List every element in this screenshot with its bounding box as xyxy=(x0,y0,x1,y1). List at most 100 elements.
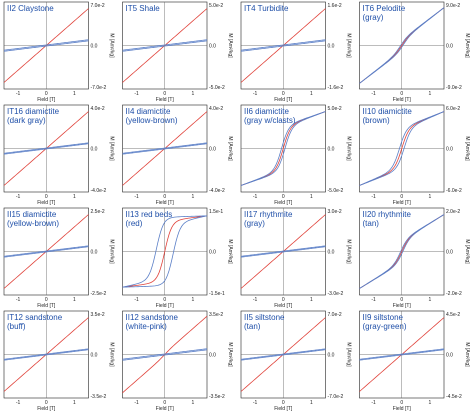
y-tick-max: 1.5e-1 xyxy=(209,209,223,215)
loop-lower-branch xyxy=(359,349,445,361)
initial-curve xyxy=(240,317,326,392)
loop-lower-branch xyxy=(359,214,445,289)
x-tick-label: 0 xyxy=(282,297,285,303)
x-tick-label: -1 xyxy=(16,194,21,200)
y-axis-title: M [Am²/kg] xyxy=(464,239,470,264)
y-axis-title: M [Am²/kg] xyxy=(464,342,470,367)
loop-lower-branch xyxy=(122,143,208,155)
panel-title: (yellow-brown) xyxy=(7,219,59,228)
y-tick-min: -4.0e-2 xyxy=(91,188,107,194)
panel-title: IT16 diamictite xyxy=(7,107,60,116)
initial-curve xyxy=(122,215,208,288)
loop-upper-branch xyxy=(240,245,326,257)
loop-upper-branch xyxy=(122,348,208,360)
y-axis-title: M [Am²/kg] xyxy=(464,33,470,58)
x-tick-label: 0 xyxy=(45,91,48,97)
y-tick-zero: 0.0 xyxy=(328,147,335,153)
x-tick-label: 0 xyxy=(282,91,285,97)
panel: IT4 Turbidite 1.6e-2 0.0 -1.6e-2 M [Am²/kg] -… xyxy=(240,1,352,103)
loop-upper-branch xyxy=(3,245,89,257)
x-tick-label: -1 xyxy=(16,91,21,97)
panel-title: II13 red beds xyxy=(126,210,173,219)
loop-upper-branch xyxy=(240,111,326,186)
panel-title: (tan) xyxy=(244,322,261,331)
panel: II5 siltstone(tan) 7.0e-2 0.0 -7.0e-2 M [Am²… xyxy=(240,310,352,412)
x-axis-title: Field [T] xyxy=(37,200,56,206)
x-axis-title: Field [T] xyxy=(37,406,56,412)
loop-lower-branch xyxy=(359,7,445,84)
x-tick-label: -1 xyxy=(134,194,139,200)
y-tick-zero: 0.0 xyxy=(209,353,216,359)
panel: II6 diamictite(gray w/clasts) 5.0e-2 0.0 -5… xyxy=(240,104,352,206)
panel-title: (red) xyxy=(126,219,143,228)
x-tick-label: 1 xyxy=(310,400,313,406)
y-axis-title: M [Am²/kg] xyxy=(227,239,233,264)
y-tick-zero: 0.0 xyxy=(328,353,335,359)
x-tick-label: 1 xyxy=(192,400,195,406)
loop-upper-branch xyxy=(359,348,445,360)
x-tick-label: -1 xyxy=(253,297,258,303)
y-tick-max: 7.0e-2 xyxy=(328,312,342,318)
y-tick-min: -2.0e-2 xyxy=(446,291,462,297)
panel-title: (brown) xyxy=(363,116,390,125)
y-tick-zero: 0.0 xyxy=(209,147,216,153)
loop-upper-branch xyxy=(122,215,208,288)
panel-title: (tan) xyxy=(363,219,380,228)
y-tick-zero: 0.0 xyxy=(91,353,98,359)
y-tick-max: 9.0e-2 xyxy=(446,3,460,9)
x-tick-label: 0 xyxy=(400,297,403,303)
y-tick-min: -3.0e-2 xyxy=(328,291,344,297)
panel: IT5 Shale 5.0e-2 0.0 -5.0e-2 M [Am²/kg] -1 0 1 F… xyxy=(122,1,233,103)
x-axis-title: Field [T] xyxy=(156,97,175,103)
panel-title: (gray-green) xyxy=(363,322,407,331)
x-tick-label: 0 xyxy=(400,194,403,200)
panel-title: II4 diamictite xyxy=(126,107,171,116)
panel: IT12 sandstone(buff) 3.5e-2 0.0 -3.5e-2 M [A… xyxy=(3,310,115,412)
y-axis-title: M [Am²/kg] xyxy=(346,342,352,367)
loop-lower-branch xyxy=(122,349,208,361)
x-tick-label: 1 xyxy=(192,91,195,97)
x-tick-label: -1 xyxy=(134,91,139,97)
y-tick-zero: 0.0 xyxy=(209,250,216,256)
y-axis-title: M [Am²/kg] xyxy=(227,342,233,367)
y-tick-zero: 0.0 xyxy=(209,44,216,50)
y-tick-min: -4.5e-2 xyxy=(446,394,462,400)
x-tick-label: 1 xyxy=(73,400,76,406)
panel: II12 sandstone(white-pink) 3.5e-2 0.0 -3.5e… xyxy=(122,310,233,412)
initial-curve xyxy=(3,8,89,83)
x-tick-label: 1 xyxy=(310,297,313,303)
y-tick-min: -7.0e-2 xyxy=(91,85,107,91)
panel: II15 diamictite(yellow-brown) 2.5e-2 0.0 -2… xyxy=(3,207,115,309)
x-tick-label: 0 xyxy=(400,91,403,97)
y-tick-max: 2.0e-2 xyxy=(446,209,460,215)
x-axis-title: Field [T] xyxy=(37,303,56,309)
y-tick-max: 2.5e-2 xyxy=(91,209,105,215)
y-tick-min: -5.0e-2 xyxy=(209,85,225,91)
loop-lower-branch xyxy=(3,143,89,155)
initial-curve xyxy=(122,8,208,83)
x-tick-label: 1 xyxy=(429,400,432,406)
x-tick-label: 0 xyxy=(400,400,403,406)
loop-lower-branch xyxy=(359,111,445,186)
loop-lower-branch xyxy=(3,246,89,258)
y-tick-min: -1.6e-2 xyxy=(328,85,344,91)
x-tick-label: 1 xyxy=(310,91,313,97)
panel-title: IT12 sandstone xyxy=(7,313,63,322)
panel-title: (yellow-brown) xyxy=(126,116,178,125)
loop-lower-branch xyxy=(240,111,326,186)
x-tick-label: 0 xyxy=(163,194,166,200)
panel-title: II6 diamictite xyxy=(244,107,289,116)
panel-title: (gray w/clasts) xyxy=(244,116,296,125)
x-tick-label: 1 xyxy=(192,194,195,200)
x-axis-title: Field [T] xyxy=(393,200,412,206)
x-axis-title: Field [T] xyxy=(393,97,412,103)
y-tick-max: 1.6e-2 xyxy=(328,3,342,9)
y-tick-zero: 0.0 xyxy=(91,44,98,50)
y-axis-title: M [Am²/kg] xyxy=(109,239,115,264)
y-axis-title: M [Am²/kg] xyxy=(109,136,115,161)
loop-upper-branch xyxy=(240,348,326,360)
x-tick-label: -1 xyxy=(371,194,376,200)
y-tick-zero: 0.0 xyxy=(446,250,453,256)
y-tick-max: 4.0e-2 xyxy=(91,106,105,112)
